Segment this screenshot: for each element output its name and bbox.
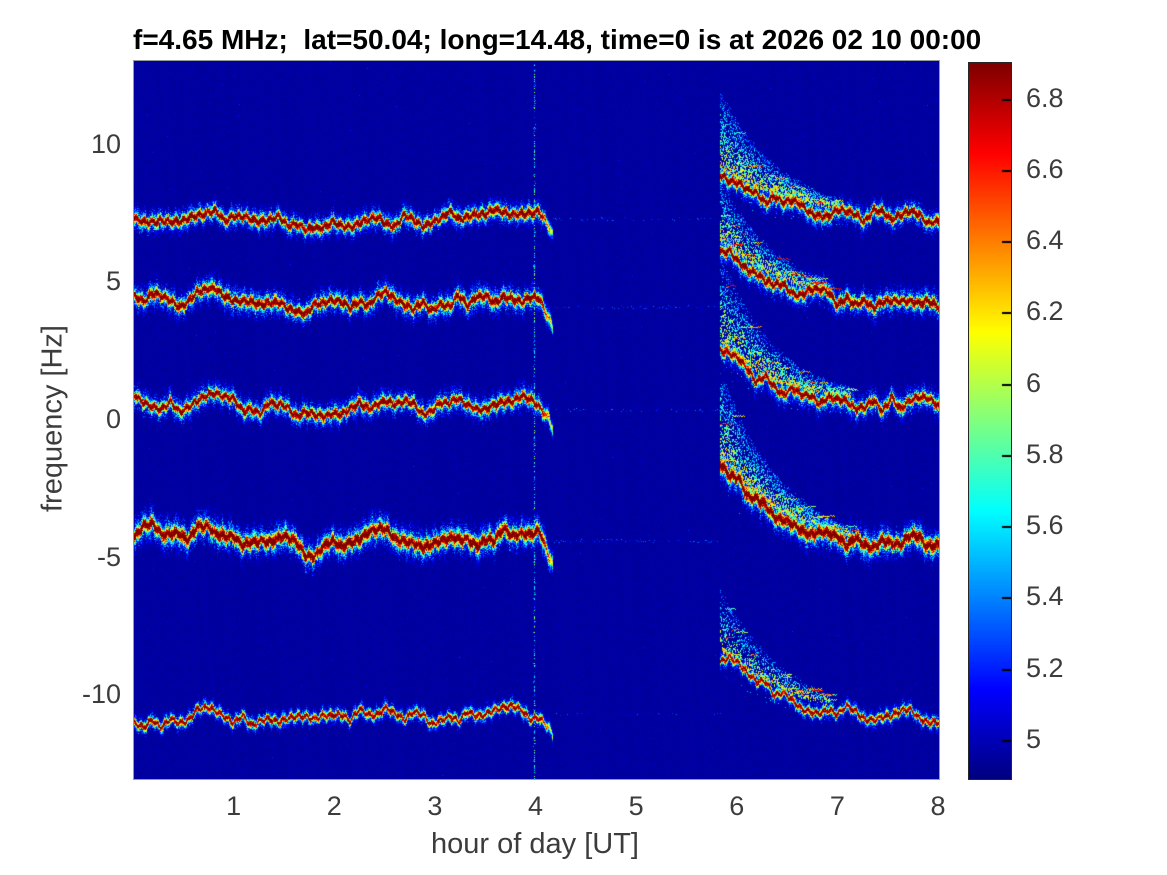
x-tick-label: 1	[226, 791, 242, 821]
y-tick-label: -5	[96, 541, 121, 572]
colorbar-tick-label: 5	[1026, 723, 1042, 754]
x-tick-label: 2	[326, 791, 342, 821]
x-tick-label: 7	[829, 791, 845, 821]
colorbar-tick-label: 6.6	[1026, 153, 1064, 184]
x-tick-label: 5	[628, 791, 644, 821]
colorbar-tick-label: 6.4	[1026, 225, 1064, 256]
x-tick-label: 8	[930, 791, 946, 821]
y-tick-label: 10	[90, 128, 121, 159]
chart-title: f=4.65 MHz; lat=50.04; long=14.48, time=…	[133, 24, 982, 55]
colorbar-tick-label: 6	[1026, 367, 1042, 398]
y-tick-label: 5	[105, 266, 121, 297]
x-tick-label: 3	[427, 791, 443, 821]
colorbar-tick-label: 5.4	[1026, 581, 1064, 612]
spectrogram-plot-area	[133, 60, 940, 780]
spectrogram-canvas	[134, 61, 939, 779]
colorbar-tick-label: 5.8	[1026, 438, 1064, 469]
x-tick-label: 4	[527, 791, 544, 821]
y-tick-label: 0	[105, 404, 121, 434]
colorbar-tick-label: 6.8	[1026, 82, 1064, 113]
colorbar-tick-label: 5.6	[1026, 510, 1064, 541]
colorbar-tick-label: 5.2	[1026, 652, 1064, 683]
y-tick-label: -10	[81, 679, 121, 710]
x-axis-label: hour of day [UT]	[431, 828, 639, 860]
x-tick-label: 6	[729, 791, 745, 821]
colorbar-tick-label: 6.2	[1026, 296, 1064, 327]
colorbar	[968, 62, 1012, 780]
